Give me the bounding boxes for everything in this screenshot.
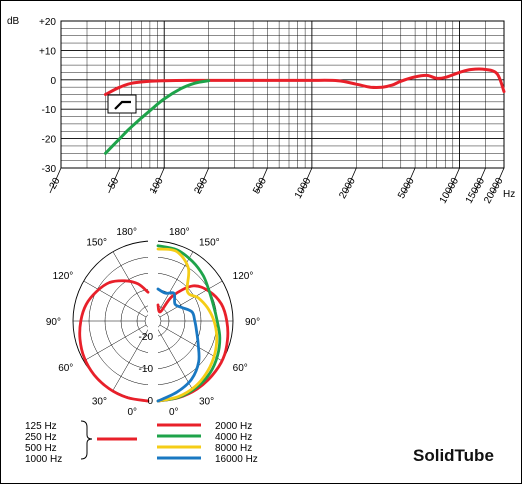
legend-label-8000: 8000 Hz bbox=[215, 443, 252, 454]
frequency-series-line-0 bbox=[104, 67, 506, 96]
x-axis-unit-label: Hz bbox=[503, 189, 515, 200]
legend-brace bbox=[80, 420, 93, 460]
polar-spoke bbox=[83, 324, 147, 362]
polar-angle-label-right: 180° bbox=[169, 227, 190, 238]
polar-angle-label-right: 0° bbox=[169, 407, 179, 418]
polar-spoke bbox=[159, 324, 223, 362]
polar-angle-label-left: 150° bbox=[86, 237, 107, 248]
x-tick-mark bbox=[344, 167, 357, 194]
y-tick-label: +10 bbox=[39, 46, 56, 57]
polar-legend: 125 Hz 250 Hz 500 Hz 1000 Hz 2000 Hz 400… bbox=[25, 420, 258, 465]
x-tick-mark bbox=[448, 167, 460, 194]
polar-angle-label-left: 30° bbox=[92, 397, 107, 408]
x-tick-label: 2000 bbox=[337, 176, 358, 201]
frequency-plot-frame bbox=[60, 20, 505, 169]
polar-angle-label-right: 60° bbox=[233, 363, 248, 374]
x-tick-label: 50 bbox=[106, 176, 121, 192]
polar-angle-labels: 180° 150° 120° 90° 60° 30° 0° 180° 150° 120° 90° 60… bbox=[46, 227, 260, 418]
polar-radius-label: -10 bbox=[139, 364, 154, 375]
polar-series-line-2 bbox=[156, 244, 222, 403]
y-tick-label: -30 bbox=[42, 164, 57, 175]
legend-label-4000: 4000 Hz bbox=[215, 432, 252, 443]
polar-angle-label-left: 0° bbox=[127, 407, 137, 418]
legend-freq-500: 500 Hz bbox=[25, 443, 57, 454]
legend-freq-125: 125 Hz bbox=[25, 421, 57, 432]
frequency-series-line-1 bbox=[104, 79, 211, 155]
x-tick-label: 5000 bbox=[396, 176, 417, 201]
polar-series bbox=[78, 244, 230, 403]
polar-angle-label-left: 180° bbox=[116, 227, 137, 238]
polar-series-line-3 bbox=[156, 247, 219, 403]
polar-series-line-1 bbox=[156, 284, 230, 403]
x-tick-mark bbox=[403, 167, 416, 194]
legend-label-2000: 2000 Hz bbox=[215, 421, 252, 432]
x-tick-label: 20 bbox=[48, 176, 63, 192]
brand-name: SolidTube bbox=[413, 446, 494, 465]
polar-spoke bbox=[156, 327, 194, 391]
x-tick-mark bbox=[492, 167, 505, 194]
x-tick-mark bbox=[256, 167, 268, 194]
highpass-filter-icon bbox=[107, 94, 137, 114]
x-tick-label: 200 bbox=[192, 176, 210, 196]
x-tick-mark bbox=[474, 167, 486, 194]
x-tick-mark bbox=[49, 167, 62, 194]
polar-angle-label-right: 120° bbox=[233, 271, 254, 282]
legend-freq-250: 250 Hz bbox=[25, 432, 57, 443]
frequency-response-chart: dB +20 +10 0 -10 -20 -30 20 50 100 200 500 1000 200… bbox=[7, 16, 515, 206]
polar-radius-label: 0 bbox=[147, 396, 153, 407]
x-tick-mark bbox=[152, 167, 165, 194]
polar-series-line-4 bbox=[156, 287, 201, 403]
polar-spoke bbox=[159, 280, 223, 318]
x-tick-label: 500 bbox=[251, 176, 269, 196]
polar-angle-label-left: 120° bbox=[53, 271, 74, 282]
legend-freq-1000: 1000 Hz bbox=[25, 454, 62, 465]
x-tick-mark bbox=[300, 167, 313, 194]
polar-angle-label-left: 60° bbox=[58, 363, 73, 374]
legend-label-16000: 16000 Hz bbox=[215, 454, 258, 465]
y-tick-label: -20 bbox=[42, 135, 57, 146]
polar-radius-labels: -20 -10 0 bbox=[139, 332, 154, 407]
y-axis-unit-label: dB bbox=[7, 16, 20, 27]
y-tick-label: -10 bbox=[42, 105, 57, 116]
x-tick-label: 100 bbox=[148, 176, 166, 196]
polar-spoke bbox=[83, 280, 147, 318]
polar-spoke bbox=[112, 327, 150, 391]
x-tick-label: 10000 bbox=[438, 176, 462, 206]
polar-angle-label-left: 90° bbox=[46, 317, 61, 328]
x-tick-mark bbox=[197, 167, 210, 194]
polar-series-line-0 bbox=[78, 279, 150, 403]
frequency-y-tick-labels: dB +20 +10 0 -10 -20 -30 bbox=[7, 16, 56, 175]
polar-angle-label-right: 150° bbox=[199, 237, 220, 248]
polar-center-gap bbox=[148, 227, 158, 417]
polar-pattern-chart: 180° 150° 120° 90° 60° 30° 0° 180° 150° 120° 90° 60… bbox=[46, 227, 260, 418]
x-tick-mark bbox=[108, 167, 121, 194]
y-tick-label: 0 bbox=[50, 76, 56, 87]
polar-radius-label: -20 bbox=[139, 332, 154, 343]
polar-angle-label-right: 90° bbox=[245, 317, 260, 328]
x-tick-label: 1000 bbox=[293, 176, 314, 201]
polar-angle-label-right: 30° bbox=[199, 397, 214, 408]
y-tick-label: +20 bbox=[39, 17, 56, 28]
frequency-series bbox=[104, 67, 506, 155]
